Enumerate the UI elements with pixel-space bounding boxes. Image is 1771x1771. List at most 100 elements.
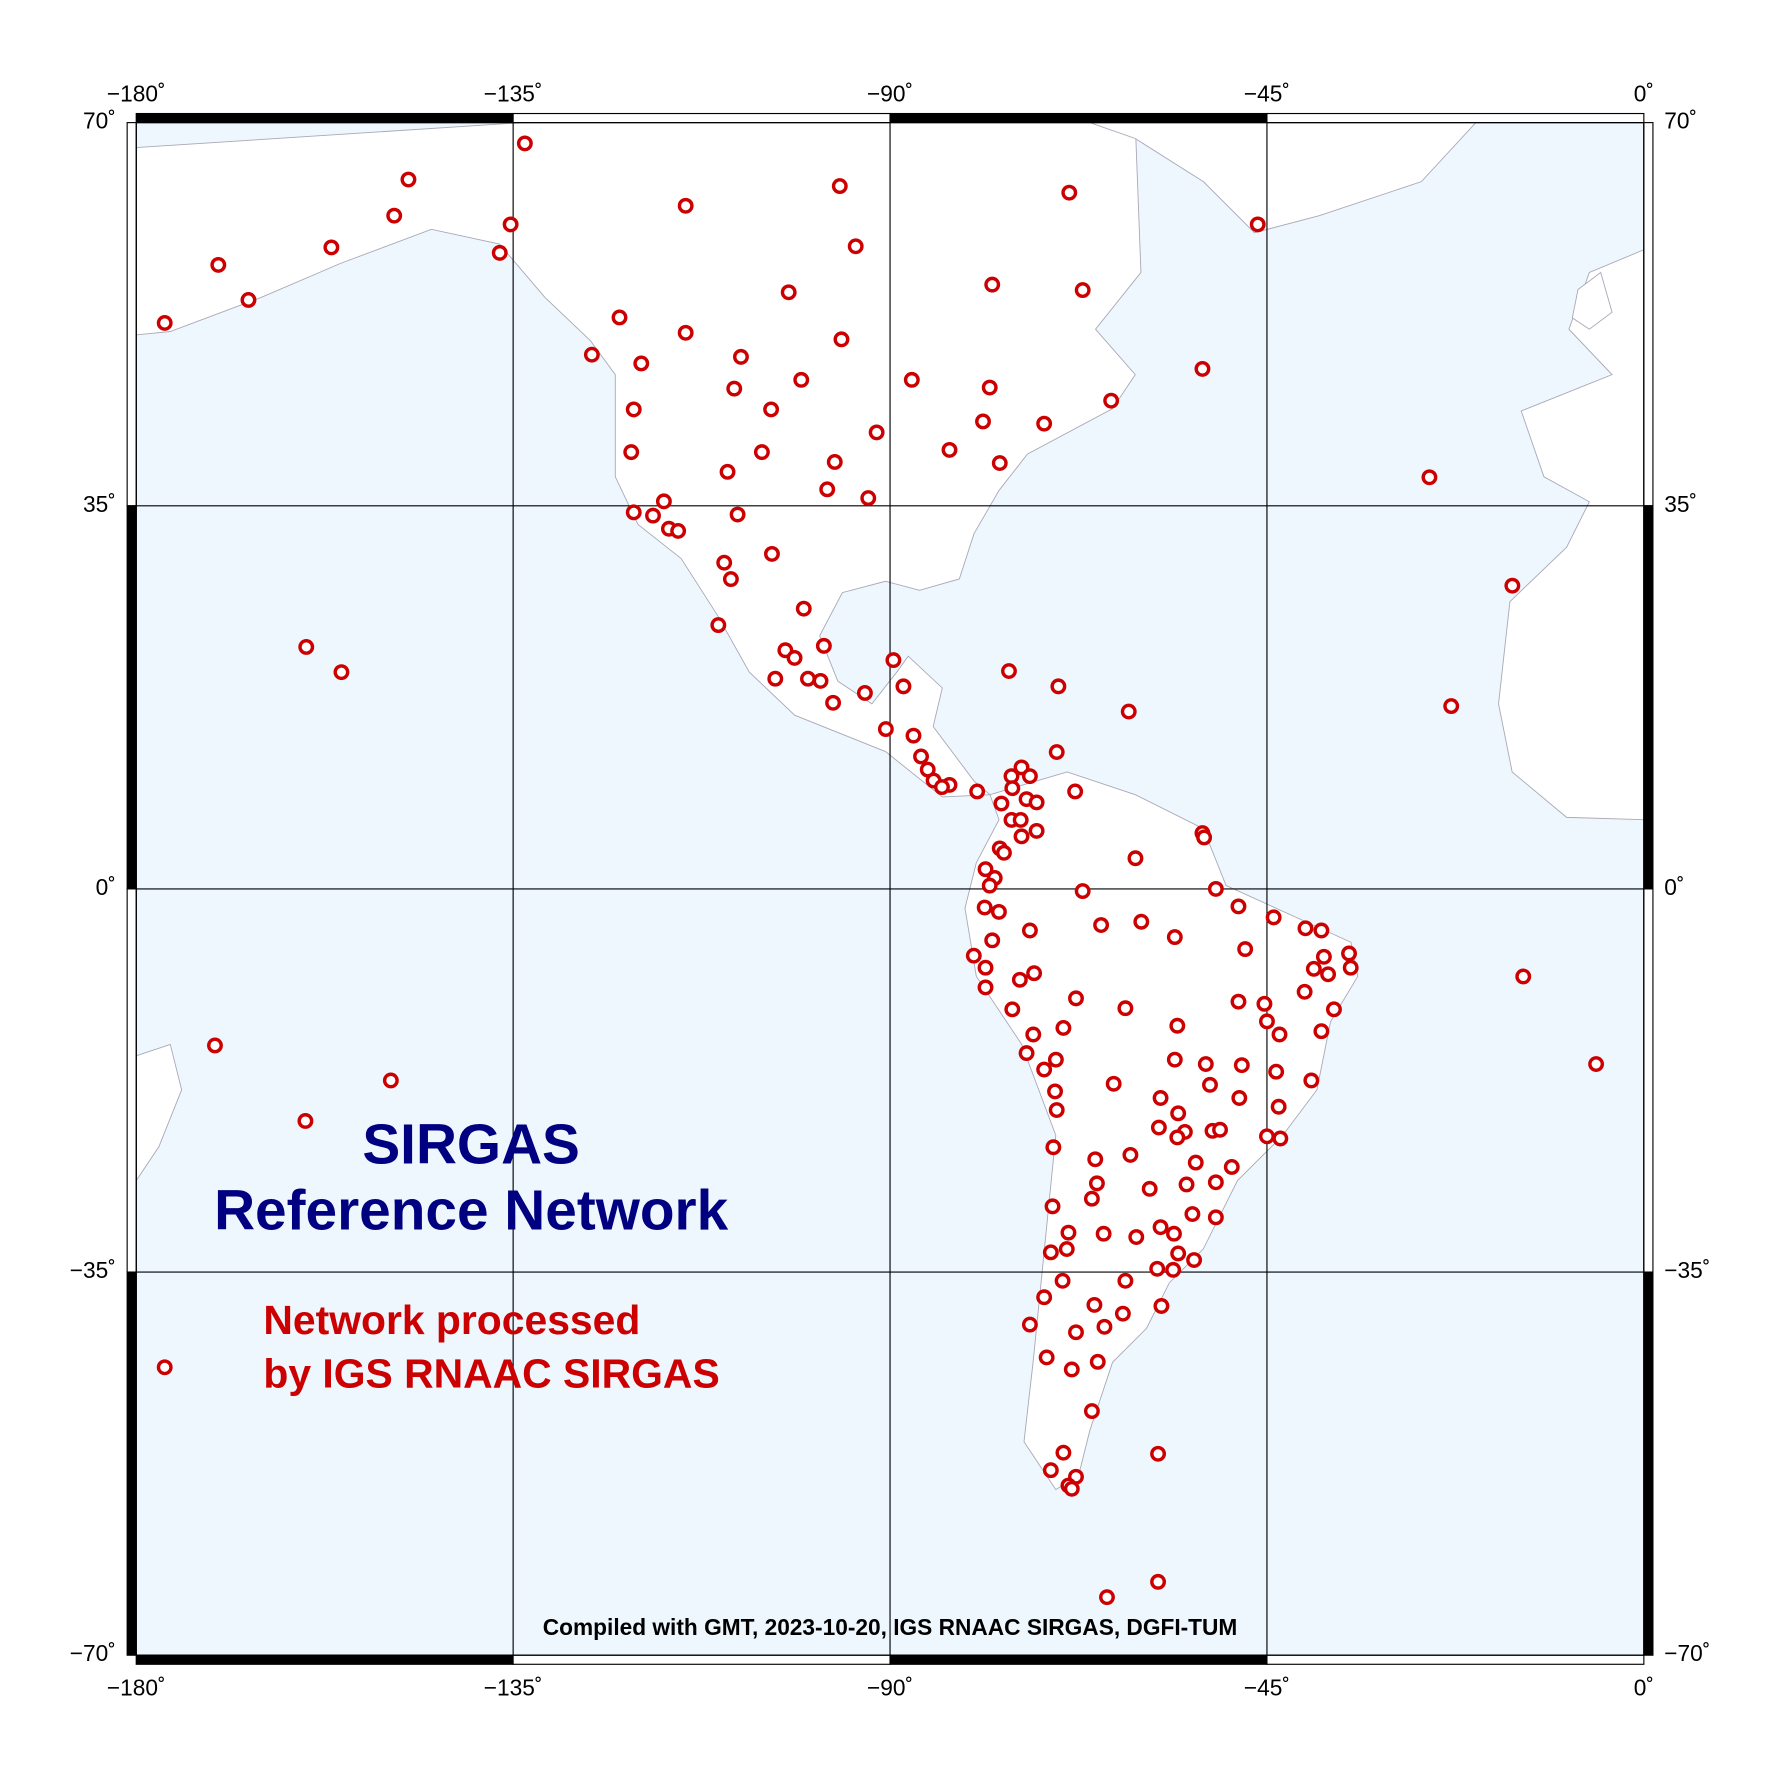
- station: [1047, 1083, 1063, 1100]
- station: [1421, 469, 1438, 486]
- station: [1265, 909, 1282, 926]
- station: [1166, 1051, 1183, 1068]
- station: [729, 506, 746, 523]
- y-tick-label: 35˚: [83, 491, 116, 517]
- station: [1128, 1229, 1145, 1245]
- station: [868, 424, 885, 441]
- x-tick-label: −180˚: [107, 80, 166, 106]
- station: [833, 331, 850, 348]
- station: [1048, 1102, 1065, 1118]
- frame-segment: [1643, 1271, 1654, 1656]
- station: [767, 670, 784, 687]
- station: [1504, 577, 1521, 594]
- station: [1258, 1128, 1275, 1145]
- station: [1207, 1174, 1224, 1191]
- station: [240, 292, 257, 308]
- station: [831, 178, 848, 195]
- station: [1313, 922, 1330, 939]
- station: [1025, 1026, 1042, 1043]
- station: [583, 346, 600, 363]
- station: [1297, 920, 1314, 937]
- station: [1026, 965, 1043, 982]
- frame-segment: [126, 1271, 137, 1656]
- station: [1120, 703, 1137, 720]
- station: [623, 444, 640, 461]
- frame-segment: [1643, 505, 1654, 890]
- station: [1028, 822, 1045, 839]
- station: [977, 959, 994, 976]
- station: [1149, 1260, 1166, 1277]
- station: [726, 380, 743, 397]
- station: [625, 401, 642, 418]
- station: [716, 554, 733, 571]
- station: [1050, 678, 1067, 695]
- station: [1270, 1098, 1287, 1115]
- station: [1013, 828, 1030, 845]
- x-tick-label: 0˚: [1634, 1674, 1654, 1700]
- station: [400, 171, 417, 188]
- station: [1021, 922, 1038, 939]
- station: [1237, 941, 1254, 958]
- frame-segment: [1643, 888, 1654, 1273]
- station: [1095, 1225, 1112, 1242]
- station: [1341, 945, 1357, 962]
- station: [502, 216, 519, 233]
- station: [1170, 1105, 1187, 1122]
- station: [786, 649, 803, 666]
- station: [1320, 966, 1337, 983]
- station: [719, 463, 736, 480]
- station: [780, 284, 797, 301]
- station: [1086, 1296, 1103, 1313]
- station: [860, 490, 877, 507]
- station: [1063, 1480, 1080, 1497]
- station: [793, 371, 810, 388]
- station: [1045, 1139, 1062, 1156]
- station: [1313, 1023, 1330, 1040]
- station: [903, 371, 920, 388]
- station: [1268, 1063, 1285, 1080]
- frame-segment: [889, 112, 1268, 124]
- station: [969, 783, 986, 800]
- station: [1063, 1361, 1080, 1378]
- station: [800, 670, 816, 687]
- station: [856, 685, 873, 701]
- station: [1012, 811, 1029, 828]
- station: [1187, 1154, 1204, 1171]
- station: [1212, 1121, 1228, 1138]
- footer: Compiled with GMT, 2023-10-20, IGS RNAAC…: [543, 1614, 1238, 1640]
- station: [981, 379, 998, 396]
- y-tick-label: 0˚: [1664, 874, 1684, 900]
- legend-line: Network processed: [263, 1297, 640, 1343]
- x-tick-label: −135˚: [484, 1674, 543, 1700]
- station: [1207, 880, 1224, 897]
- station: [722, 571, 739, 588]
- frame-segment: [512, 112, 891, 124]
- y-tick-label: 70˚: [83, 108, 116, 134]
- station: [1096, 1318, 1113, 1335]
- station: [1083, 1403, 1100, 1420]
- station: [1067, 783, 1084, 800]
- station: [1194, 360, 1211, 377]
- station: [1054, 1272, 1071, 1289]
- station: [625, 504, 642, 521]
- title-line: SIRGAS: [362, 1114, 580, 1177]
- british-isles: [1571, 271, 1613, 330]
- station: [1230, 993, 1247, 1010]
- station: [1099, 1589, 1115, 1606]
- x-tick-label: −90˚: [867, 1674, 913, 1700]
- x-tick-label: −45˚: [1244, 80, 1290, 106]
- station: [1117, 1000, 1134, 1017]
- station: [763, 545, 780, 562]
- station: [984, 276, 1001, 293]
- station: [1036, 1061, 1053, 1078]
- station: [1133, 913, 1150, 930]
- station: [1166, 929, 1183, 946]
- station: [1042, 1462, 1059, 1479]
- station: [677, 197, 694, 214]
- station: [1165, 1261, 1182, 1278]
- station: [1184, 1206, 1201, 1222]
- station: [1150, 1573, 1167, 1590]
- station: [981, 877, 998, 894]
- y-tick-label: 35˚: [1664, 491, 1697, 517]
